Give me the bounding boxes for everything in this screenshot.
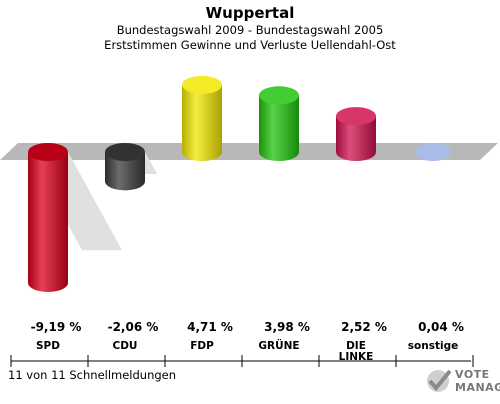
category-label-1: CDU — [113, 340, 138, 352]
category-label-3: GRÜNE — [258, 338, 299, 352]
value-label-0: -9,19 % — [31, 320, 82, 334]
bar-fdp — [182, 75, 222, 161]
bar-sonstige — [415, 143, 451, 161]
bar-die-linke — [336, 107, 376, 161]
value-label-3: 3,98 % — [264, 320, 310, 334]
chart-title: Wuppertal — [205, 4, 295, 22]
category-label-4-0: DIE — [346, 340, 366, 352]
category-label-0: SPD — [36, 340, 60, 352]
bar-gr-ne — [259, 86, 299, 161]
value-labels: -9,19 % -2,06 % 4,71 % 3,98 % 2,52 % 0,04 % — [31, 320, 464, 334]
bars — [28, 75, 451, 292]
chart-subtitle-election: Bundestagswahl 2009 - Bundestagswahl 200… — [116, 23, 384, 37]
value-label-1: -2,06 % — [108, 320, 159, 334]
category-label-5: sonstige — [408, 340, 458, 352]
logo-line-manager: MANAGER — [455, 381, 500, 394]
logo-line-vote: VOTE — [455, 368, 490, 381]
footer-status: 11 von 11 Schnellmeldungen — [8, 368, 177, 382]
value-label-4: 2,52 % — [341, 320, 387, 334]
chart-subtitle-district: Erststimmen Gewinne und Verluste Uellend… — [104, 38, 396, 52]
category-label-2: FDP — [190, 340, 214, 352]
bar-cdu — [105, 143, 145, 191]
value-label-2: 4,71 % — [187, 320, 233, 334]
category-label-4-1: LINKE — [339, 351, 374, 363]
value-label-5: 0,04 % — [418, 320, 464, 334]
votemanager-logo: VOTE MANAGER — [425, 366, 500, 400]
bar-spd — [28, 143, 68, 292]
votemanager-check-icon — [427, 369, 452, 392]
